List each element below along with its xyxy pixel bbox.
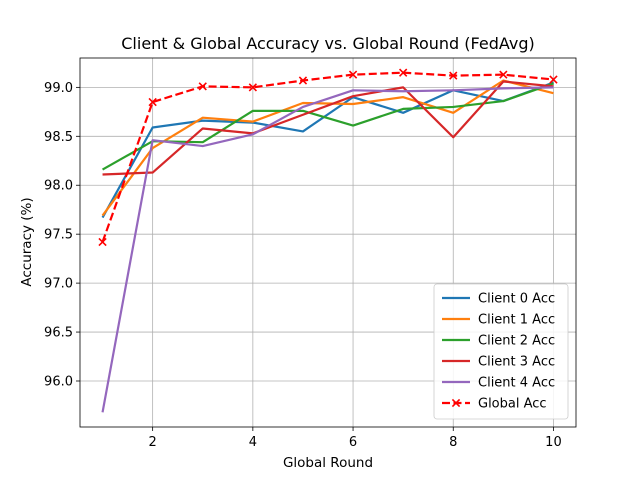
legend-label: Client 4 Acc (478, 376, 555, 391)
series-line-1 (101, 79, 554, 217)
legend-label: Client 1 Acc (478, 313, 555, 328)
series-lines (98, 68, 558, 413)
legend-label: Global Acc (478, 397, 547, 412)
x-axis-label: Global Round (283, 455, 373, 471)
series-point-5 (98, 237, 107, 247)
x-axis-ticks: 2 4 6 8 10 (149, 427, 562, 450)
series-point-5 (298, 76, 308, 85)
legend-label: Client 0 Acc (478, 292, 555, 307)
y-tick-label: 98.5 (44, 130, 73, 145)
series-point-5 (348, 70, 358, 79)
legend-entry-3: Client 3 Acc (442, 355, 555, 370)
legend-box (433, 283, 569, 420)
plot-area-frame (79, 57, 577, 428)
series-line-4 (101, 86, 554, 413)
chart-title: Client & Global Accuracy vs. Global Roun… (121, 34, 534, 53)
legend-label: Client 3 Acc (478, 355, 555, 370)
series-line-2 (102, 82, 554, 171)
x-tick-label: 10 (545, 435, 562, 450)
series-point-5 (499, 70, 508, 79)
series-point-5 (148, 97, 157, 107)
y-tick-label: 99.0 (44, 81, 73, 96)
series-point-5 (248, 83, 258, 92)
legend-entry-1: Client 1 Acc (442, 313, 555, 328)
series-point-5 (449, 71, 458, 80)
series-line-3 (102, 80, 554, 176)
y-tick-label: 96.0 (44, 374, 73, 389)
series-point-5 (198, 82, 207, 91)
x-tick-label: 2 (149, 435, 157, 450)
legend-entry-2: Client 2 Acc (442, 334, 555, 349)
x-tick-label: 4 (249, 435, 257, 450)
y-tick-label: 97.0 (44, 277, 73, 292)
legend: Client 0 Acc Client 1 Acc Client 2 Acc Clie… (433, 283, 569, 420)
x-tick-label: 8 (449, 435, 457, 450)
legend-label: Client 2 Acc (478, 334, 555, 349)
y-tick-label: 98.0 (44, 179, 73, 194)
y-axis-label: Accuracy (%) (19, 197, 35, 286)
legend-entry-4: Client 4 Acc (442, 376, 555, 391)
legend-entry-5: Global Acc (442, 397, 547, 412)
series-line-5 (101, 71, 554, 243)
y-tick-label: 97.5 (44, 228, 73, 243)
y-tick-label: 96.5 (44, 326, 73, 341)
grid (80, 58, 576, 427)
series-point-5 (398, 68, 408, 77)
legend-entry-0: Client 0 Acc (442, 292, 555, 307)
series-point-5 (549, 75, 558, 84)
y-axis-ticks: 96.0 96.5 97.0 97.5 98.0 98.5 99.0 (44, 81, 80, 389)
x-tick-label: 6 (349, 435, 357, 450)
